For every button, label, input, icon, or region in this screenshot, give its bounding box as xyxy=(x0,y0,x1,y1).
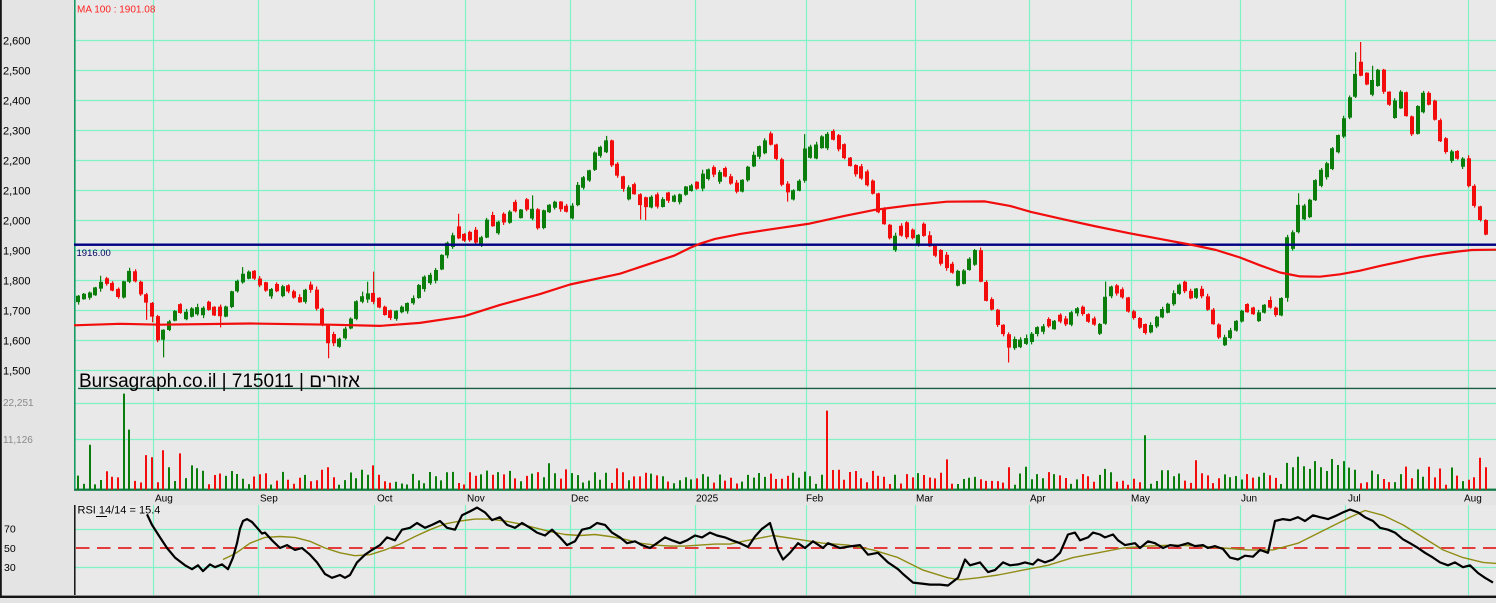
svg-text:2025: 2025 xyxy=(696,494,719,505)
svg-text:2,500: 2,500 xyxy=(3,65,31,77)
svg-text:RSI 14/14 = 15.4: RSI 14/14 = 15.4 xyxy=(78,505,161,517)
svg-text:Mar: Mar xyxy=(916,494,934,505)
svg-text:Apr: Apr xyxy=(1030,494,1046,505)
svg-text:MA 100 : 1901.08: MA 100 : 1901.08 xyxy=(77,5,156,16)
svg-text:Jun: Jun xyxy=(1241,494,1257,505)
svg-text:2,000: 2,000 xyxy=(3,216,31,228)
svg-text:Bursagraph.co.il | 715011 | אז: Bursagraph.co.il | 715011 | אזורים xyxy=(79,371,360,392)
svg-text:Sep: Sep xyxy=(260,494,278,505)
svg-text:1,800: 1,800 xyxy=(3,276,31,288)
svg-text:Jul: Jul xyxy=(1348,494,1361,505)
svg-text:2,100: 2,100 xyxy=(3,185,31,197)
svg-text:1,500: 1,500 xyxy=(3,366,31,378)
svg-text:1916.00: 1916.00 xyxy=(77,248,111,259)
svg-text:Feb: Feb xyxy=(806,494,824,505)
svg-text:Dec: Dec xyxy=(571,494,589,505)
svg-text:50: 50 xyxy=(4,543,16,555)
svg-text:11,126: 11,126 xyxy=(3,435,33,446)
svg-text:1,700: 1,700 xyxy=(3,306,31,318)
svg-text:2,400: 2,400 xyxy=(3,95,31,107)
svg-text:Aug: Aug xyxy=(155,494,173,505)
svg-text:May: May xyxy=(1131,494,1150,505)
svg-text:2,300: 2,300 xyxy=(3,125,31,137)
svg-text:1,600: 1,600 xyxy=(3,336,31,348)
svg-text:2,600: 2,600 xyxy=(3,35,31,47)
svg-text:70: 70 xyxy=(4,524,16,536)
svg-text:Oct: Oct xyxy=(377,494,393,505)
svg-text:22,251: 22,251 xyxy=(3,398,34,409)
svg-text:1,900: 1,900 xyxy=(3,246,31,258)
svg-text:30: 30 xyxy=(4,562,16,574)
svg-text:2,200: 2,200 xyxy=(3,155,31,167)
svg-text:Nov: Nov xyxy=(467,494,485,505)
svg-text:Aug: Aug xyxy=(1464,494,1482,505)
